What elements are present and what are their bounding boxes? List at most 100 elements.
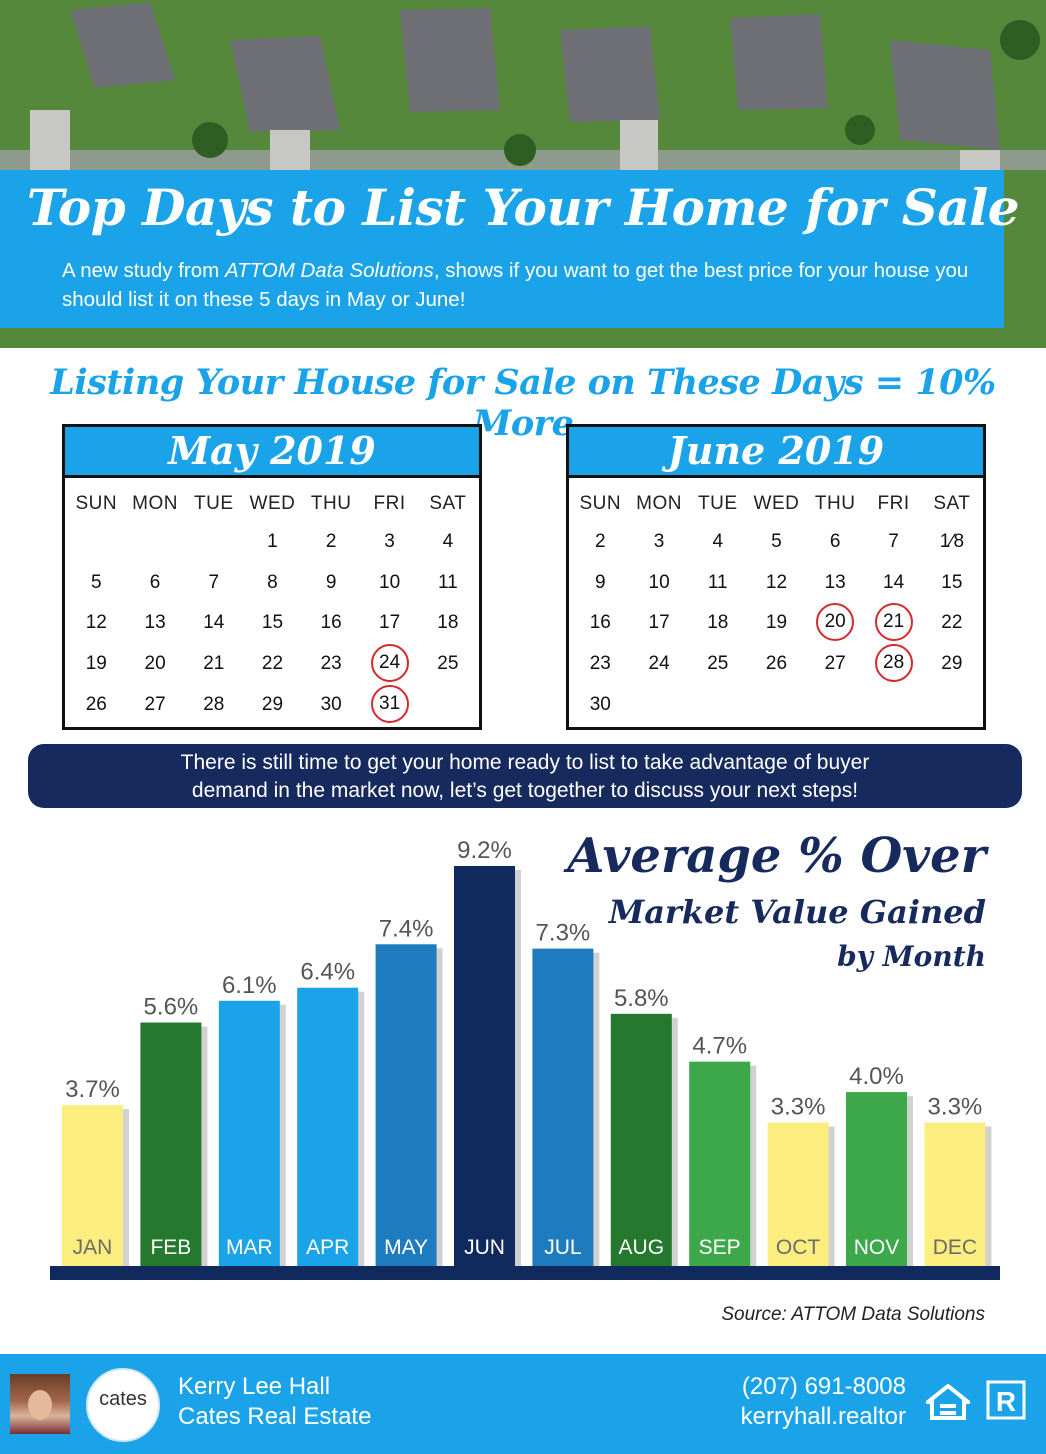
calendar-grid: SUN MON TUE WED THU FRI SAT 2 3 4 5 6 7 1⁄8 9 10… bbox=[571, 486, 981, 725]
calendar-day: 15 bbox=[941, 571, 963, 593]
calendar-empty-cell bbox=[689, 684, 747, 725]
category-label: OCT bbox=[776, 1236, 821, 1259]
phone-number[interactable]: (207) 691-8008 bbox=[741, 1373, 906, 1400]
calendar-day: 27 bbox=[144, 693, 166, 715]
calendar-week-row: 5 6 7 8 9 10 11 bbox=[67, 563, 477, 604]
data-label: 6.1% bbox=[222, 972, 277, 999]
calendar-day: 18 bbox=[437, 612, 459, 634]
calendar-day: 6 bbox=[149, 571, 161, 593]
calendar-day: 11 bbox=[707, 571, 728, 593]
calendar-grid: SUN MON TUE WED THU FRI SAT 1 2 3 4 5 6 7 8 9 10 1… bbox=[67, 486, 477, 725]
calendar-empty-cell bbox=[923, 684, 981, 725]
calendar-day: 5 bbox=[771, 531, 782, 553]
agent-photo bbox=[10, 1374, 70, 1434]
weekday-label: WED bbox=[753, 493, 800, 514]
calendar-day: 18 bbox=[707, 612, 729, 634]
calendar-day: 26 bbox=[85, 693, 107, 715]
calendar-week-row: 23 24 25 26 27 28 29 bbox=[571, 644, 981, 685]
category-label: JUL bbox=[544, 1236, 581, 1259]
calendar-day-highlighted: 24 bbox=[360, 644, 418, 685]
cta-line: demand in the market now, let’s get toge… bbox=[191, 779, 859, 802]
monthly-bar-chart: 3.7% JAN 5.6% FEB 6.1% MAR 6.4% APR 7.4% MAY 9.2% J… bbox=[50, 837, 1000, 1280]
calendar-day: 13 bbox=[144, 612, 166, 634]
calendar-title: June 2019 bbox=[569, 427, 983, 478]
highlight-circle: 24 bbox=[370, 644, 409, 683]
bar-may bbox=[375, 944, 437, 1266]
data-label: 5.6% bbox=[144, 994, 199, 1021]
calendar-day: 15 bbox=[261, 612, 284, 634]
category-label: DEC bbox=[933, 1236, 977, 1259]
calendar-day: 4 bbox=[442, 531, 454, 553]
calendar-day: 8 bbox=[267, 571, 278, 593]
calendar-empty-cell bbox=[67, 522, 126, 563]
bar-jan bbox=[62, 1105, 123, 1266]
subtitle-intro: A new study from bbox=[62, 259, 225, 282]
calendar-day: 21 bbox=[203, 653, 225, 675]
logo-text: cates bbox=[99, 1388, 147, 1410]
contact-info: (207) 691-8008 kerryhall.realtor bbox=[741, 1372, 906, 1432]
calendar-day: 16 bbox=[320, 612, 342, 634]
cta-line: There is still time to get your home rea… bbox=[180, 751, 870, 774]
weekday-label: MON bbox=[636, 493, 682, 514]
bar-aug bbox=[610, 1013, 672, 1266]
highlight-circle: 21 bbox=[874, 603, 913, 642]
website-link[interactable]: kerryhall.realtor bbox=[740, 1403, 906, 1430]
calendar-day: 9 bbox=[325, 571, 337, 593]
calendar-empty-cell bbox=[864, 684, 922, 725]
category-label: JAN bbox=[73, 1236, 113, 1259]
calendar-day: 10 bbox=[379, 571, 401, 593]
calendar-day: 23 bbox=[589, 653, 611, 675]
calendar-day: 6 bbox=[829, 531, 841, 553]
equal-housing-icon bbox=[926, 1384, 970, 1420]
calendar-day: 30 bbox=[589, 693, 611, 715]
highlight-circle: 28 bbox=[874, 644, 913, 683]
weekday-label: TUE bbox=[194, 493, 234, 514]
calendar-day-highlighted: 20 bbox=[806, 603, 865, 644]
subtitle-source-name: ATTOM Data Solutions bbox=[224, 259, 434, 282]
calendar-day: 24 bbox=[648, 653, 670, 675]
calendar-day: 29 bbox=[941, 653, 963, 675]
category-label: NOV bbox=[854, 1236, 900, 1259]
title-band bbox=[0, 170, 1004, 328]
calendar-empty-cell bbox=[419, 684, 477, 725]
calendar-empty-cell bbox=[747, 684, 806, 725]
agent-face bbox=[28, 1390, 52, 1420]
chart-subtitle-suffix: by Month bbox=[837, 940, 986, 973]
calendar-body: 1 2 3 4 5 6 7 8 9 10 11 12 13 14 15 16 17 18 19 20 21 22 23 24 2… bbox=[67, 522, 477, 725]
calendar-day: 17 bbox=[379, 612, 401, 634]
bar-feb bbox=[140, 1022, 202, 1266]
company-logo: cates bbox=[86, 1368, 160, 1442]
calendar-day-highlighted: 31 bbox=[360, 684, 418, 725]
calendar-day: 9 bbox=[595, 571, 606, 593]
weekday-label: WED bbox=[249, 493, 296, 514]
data-label: 3.7% bbox=[65, 1076, 120, 1103]
calendar-day: 2 bbox=[325, 531, 337, 553]
category-label: MAY bbox=[384, 1236, 428, 1259]
calendar-week-row: 30 bbox=[571, 684, 981, 725]
calendar-day: 12 bbox=[765, 571, 788, 593]
bar-nov bbox=[846, 1092, 907, 1266]
calendar-empty-cell bbox=[630, 684, 689, 725]
calendar-day: 7 bbox=[208, 571, 220, 593]
calendar-title: May 2019 bbox=[65, 427, 479, 478]
calendar-day: 17 bbox=[648, 612, 670, 634]
weekday-label: FRI bbox=[877, 493, 910, 514]
data-label: 9.2% bbox=[457, 837, 512, 864]
agent-company: Cates Real Estate bbox=[178, 1403, 372, 1430]
calendar-day: 23 bbox=[320, 653, 342, 675]
category-label: AUG bbox=[619, 1236, 665, 1259]
calendar-day: 3 bbox=[384, 531, 395, 553]
calendar-day: 2 bbox=[595, 531, 606, 553]
bar-jul bbox=[532, 948, 594, 1266]
call-to-action-banner: There is still time to get your home rea… bbox=[28, 744, 1022, 808]
page-title: Top Days to List Your Home for Sale bbox=[26, 178, 1020, 237]
footer: cates Kerry Lee Hall Cates Real Estate (… bbox=[0, 1354, 1046, 1454]
calendar-week-row: 12 13 14 15 16 17 18 bbox=[67, 603, 477, 644]
bar-sep bbox=[689, 1061, 751, 1266]
weekday-label: SUN bbox=[579, 493, 622, 514]
realtor-icon: R bbox=[986, 1380, 1026, 1420]
calendar-day: 10 bbox=[648, 571, 670, 593]
calendar-day: 26 bbox=[765, 653, 788, 675]
bar-oct bbox=[767, 1122, 829, 1266]
chart-title: Average % Over bbox=[567, 828, 986, 884]
